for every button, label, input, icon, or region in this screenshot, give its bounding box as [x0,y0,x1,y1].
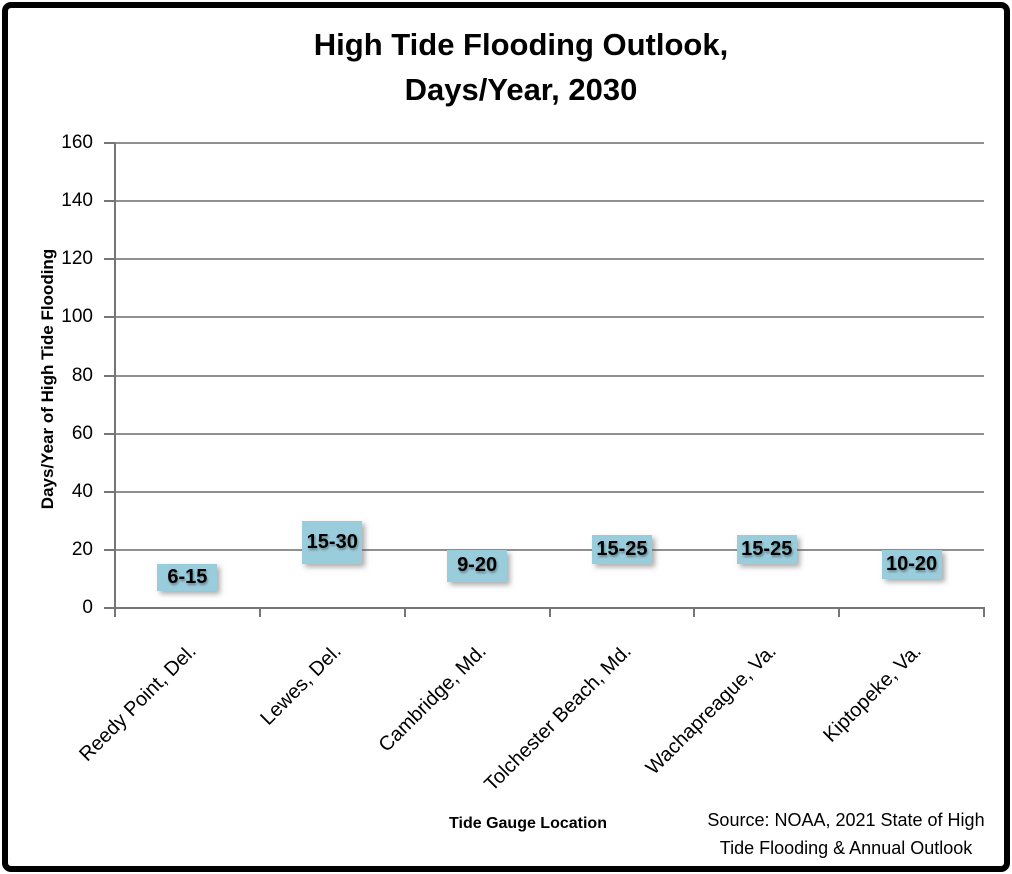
bar-label-reedy-point-del: 6-15 [167,565,208,588]
x-tick-3 [548,608,551,617]
chart-title: High Tide Flooding Outlook, Days/Year, 2… [15,22,1012,112]
x-tick-1 [258,608,261,617]
y-tick-label-140: 140 [61,190,93,212]
bar-lewes-del: 15-30 [302,520,363,565]
y-tick-20 [104,548,115,551]
bar-label-lewes-del: 15-30 [306,531,358,554]
bar-label-wachapreague-va: 15-25 [741,538,793,561]
source-line1: Source: NOAA, 2021 State of High [707,810,985,830]
y-tick-label-40: 40 [71,480,93,502]
y-tick-80 [104,374,115,377]
bar-wachapreague-va: 15-25 [736,535,797,565]
gridline-100 [115,316,984,319]
bar-cambridge-md: 9-20 [447,549,508,582]
y-tick-label-20: 20 [71,538,93,560]
gridline-160 [115,142,984,144]
y-tick-label-120: 120 [61,248,93,270]
bar-reedy-point-del: 6-15 [157,564,218,591]
bar-tolchester-beach-md: 15-25 [591,535,652,565]
y-tick-160 [104,142,115,144]
x-tick-2 [403,608,406,617]
bar-label-kiptopeke-va: 10-20 [886,552,938,575]
bar-label-cambridge-md: 9-20 [457,554,498,577]
x-tick-4 [693,608,696,617]
y-tick-0 [104,607,115,609]
gridline-20 [115,548,984,551]
y-tick-60 [104,432,115,435]
source-note: Source: NOAA, 2021 State of High Tide Fl… [700,806,992,862]
category-label-reedy-point-del: Reedy Point, Del. [75,640,202,766]
x-tick-0 [114,608,116,617]
y-tick-label-60: 60 [71,422,93,444]
y-axis-line [114,143,116,608]
y-tick-label-160: 160 [61,132,93,153]
y-tick-140 [104,200,115,203]
y-tick-100 [104,316,115,319]
y-tick-label-80: 80 [71,364,93,386]
x-tick-5 [838,608,841,617]
x-tick-6 [983,608,985,617]
chart-title-line1: High Tide Flooding Outlook, [313,27,729,62]
gridline-80 [115,374,984,377]
y-axis-title: Days/Year of High Tide Flooding [38,248,57,510]
source-line2: Tide Flooding & Annual Outlook [719,838,973,858]
bar-label-tolchester-beach-md: 15-25 [596,538,648,561]
gridline-40 [115,490,984,493]
y-tick-label-0: 0 [82,597,93,618]
y-tick-label-100: 100 [61,306,93,328]
x-axis-title: Tide Gauge Location [449,815,607,832]
chart-title-line2: Days/Year, 2030 [404,72,638,107]
gridline-140 [115,200,984,203]
gridline-60 [115,432,984,435]
y-tick-120 [104,258,115,261]
bar-kiptopeke-va: 10-20 [881,549,942,579]
gridline-120 [115,258,984,261]
y-tick-40 [104,490,115,493]
